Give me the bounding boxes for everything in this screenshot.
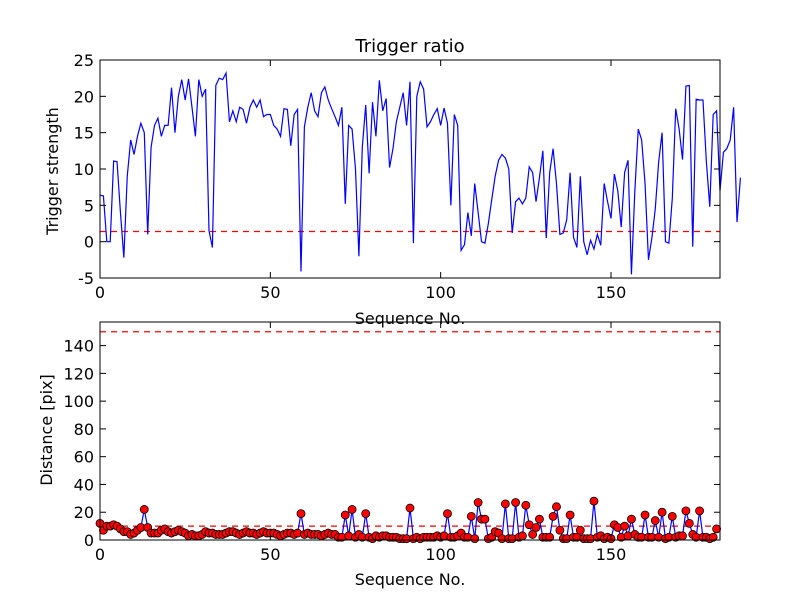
top-chart-y-tick-label: 25: [74, 51, 94, 70]
top-chart-x-tick-label: 150: [596, 283, 627, 302]
bottom-chart-y-tick-label: 120: [63, 364, 94, 383]
top-chart-y-tick-label: 5: [84, 196, 94, 215]
bottom-chart-y-tick-label: 140: [63, 337, 94, 356]
top-chart-x-tick-label: 0: [95, 283, 105, 302]
bottom-chart-x-tick-label: 100: [425, 545, 456, 564]
bottom-chart: Sequence No. Distance [pix] 0 50 100 150 0 20…: [37, 321, 721, 589]
bottom-chart-point-78: [361, 509, 371, 519]
bottom-chart-point-160: [640, 510, 650, 520]
bottom-chart-x-tick-label: 50: [260, 545, 280, 564]
bottom-chart-point-172: [681, 506, 691, 516]
bottom-chart-point-122: [511, 498, 520, 507]
top-chart: Trigger ratio Sequence No. Trigger stren…: [43, 36, 742, 328]
bottom-chart-y-tick-label: 60: [74, 448, 94, 467]
bottom-chart-point-133: [548, 511, 558, 521]
bottom-chart-point-13: [139, 505, 149, 514]
bottom-chart-y-tick-label: 0: [84, 531, 94, 550]
bottom-chart-point-134: [552, 502, 561, 512]
bottom-chart-point-119: [500, 499, 510, 509]
bottom-chart-point-141: [575, 525, 585, 535]
top-chart-x-tick-label: 50: [260, 283, 280, 302]
bottom-chart-point-74: [347, 505, 357, 514]
bottom-chart-point-132: [545, 532, 555, 542]
bottom-chart-point-165: [657, 507, 667, 517]
bottom-chart-point-91: [405, 503, 415, 513]
bottom-chart-y-axis-label: Distance [pix]: [37, 374, 56, 486]
bottom-chart-point-127: [528, 530, 538, 539]
top-chart-y-tick-label: 10: [74, 160, 94, 179]
bottom-chart-point-173: [684, 518, 694, 528]
bottom-chart-point-156: [627, 514, 636, 524]
top-chart-y-tick-label: 15: [74, 124, 94, 143]
bottom-chart-point-135: [555, 525, 565, 535]
top-chart-title: Trigger ratio: [354, 36, 464, 57]
bottom-chart-point-125: [521, 500, 531, 510]
bottom-chart-point-109: [466, 511, 476, 521]
top-chart-series-0-line: [99, 70, 742, 275]
bottom-chart-y-tick-label: 40: [74, 475, 94, 494]
bottom-chart-point-113: [480, 514, 490, 524]
bottom-chart-x-axis-label: Sequence No.: [355, 570, 466, 589]
bottom-chart-point-102: [443, 509, 452, 519]
bottom-chart-point-129: [535, 514, 544, 524]
bottom-chart-point-110: [470, 534, 480, 544]
top-chart-y-tick-label: 0: [84, 233, 94, 252]
bottom-chart-point-111: [473, 498, 483, 507]
bottom-plot-area: 0 50 100 150 0 20 40 60 80 100 120 140: [63, 321, 721, 564]
bottom-chart-y-tick-label: 100: [63, 392, 94, 411]
bottom-chart-x-tick-label: 150: [596, 545, 627, 564]
bottom-chart-point-124: [518, 531, 527, 541]
top-chart-y-axis-label: Trigger strength: [43, 107, 62, 236]
bottom-chart-point-163: [650, 516, 660, 525]
top-chart-x-axis-label: Sequence No.: [355, 309, 466, 328]
bottom-chart-point-154: [620, 521, 630, 531]
bottom-chart-point-181: [712, 524, 721, 534]
bottom-chart-axes-frame: [99, 321, 721, 541]
bottom-chart-point-168: [667, 511, 677, 521]
top-chart-x-tick-label: 100: [425, 283, 456, 302]
bottom-chart-point-59: [296, 509, 306, 519]
bottom-chart-y-tick-label: 20: [74, 503, 94, 522]
bottom-chart-x-tick-label: 0: [95, 545, 105, 564]
bottom-chart-point-176: [695, 506, 704, 516]
bottom-chart-y-tick-label: 80: [74, 420, 94, 439]
bottom-chart-point-145: [589, 496, 599, 506]
top-chart-y-tick-label: -5: [78, 269, 94, 288]
bottom-chart-point-171: [678, 531, 687, 541]
bottom-chart-point-72: [340, 510, 350, 520]
top-chart-y-tick-label: 20: [74, 87, 94, 106]
bottom-chart-point-180: [708, 532, 718, 542]
bottom-chart-point-138: [565, 510, 575, 520]
bottom-chart-point-128: [531, 523, 541, 532]
